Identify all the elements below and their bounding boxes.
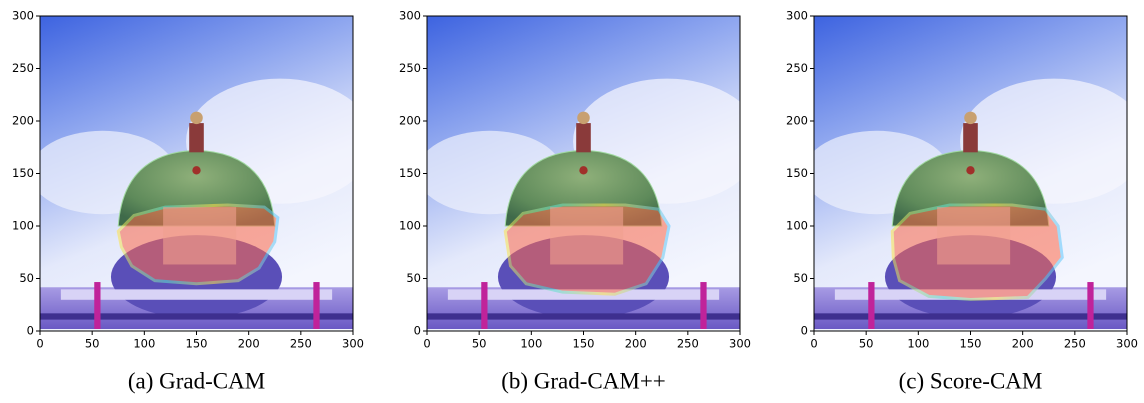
x-tick-label: 250 bbox=[290, 337, 312, 351]
lantern bbox=[189, 123, 204, 152]
flag bbox=[313, 282, 319, 329]
y-tick-label: 200 bbox=[786, 114, 808, 128]
y-tick-label: 0 bbox=[801, 324, 808, 338]
flag bbox=[868, 282, 874, 329]
x-tick-label: 50 bbox=[85, 337, 100, 351]
x-tick-label: 200 bbox=[625, 337, 647, 351]
y-tick-label: 150 bbox=[399, 166, 421, 180]
x-tick-label: 150 bbox=[573, 337, 595, 351]
floor bbox=[40, 313, 353, 319]
oculus bbox=[579, 166, 587, 174]
y-tick-label: 300 bbox=[786, 9, 808, 23]
lantern-top bbox=[964, 112, 977, 125]
y-tick-label: 50 bbox=[19, 271, 34, 285]
y-tick-label: 200 bbox=[399, 114, 421, 128]
x-tick-label: 150 bbox=[186, 337, 208, 351]
flag bbox=[481, 282, 487, 329]
statue bbox=[550, 207, 623, 264]
panel: 0 50 100 150 200 250 300 0 50 100 150 200 250 300 (a) … bbox=[12, 9, 374, 394]
panel: 0 50 100 150 200 250 300 0 50 100 150 200 250 300 (c) … bbox=[786, 9, 1144, 394]
x-tick-label: 50 bbox=[859, 337, 874, 351]
x-tick-label: 0 bbox=[810, 337, 817, 351]
image bbox=[804, 16, 1144, 331]
y-tick-label: 100 bbox=[399, 219, 421, 233]
y-tick-label: 250 bbox=[12, 61, 34, 75]
y-tick-label: 50 bbox=[406, 271, 421, 285]
image bbox=[30, 16, 374, 331]
y-tick-label: 150 bbox=[12, 166, 34, 180]
x-tick-label: 150 bbox=[960, 337, 982, 351]
y-tick-label: 250 bbox=[786, 61, 808, 75]
lantern-top bbox=[190, 112, 203, 125]
y-tick-label: 300 bbox=[399, 9, 421, 23]
floor bbox=[814, 313, 1127, 319]
x-tick-label: 200 bbox=[1012, 337, 1034, 351]
panel: 0 50 100 150 200 250 300 0 50 100 150 200 250 300 (b) … bbox=[399, 9, 761, 394]
image bbox=[417, 16, 761, 331]
figure: 0 50 100 150 200 250 300 0 50 100 150 200 250 300 (a) … bbox=[0, 0, 1144, 403]
x-tick-label: 0 bbox=[423, 337, 430, 351]
x-tick-label: 100 bbox=[907, 337, 929, 351]
caption: (a) Grad-CAM bbox=[128, 368, 265, 393]
y-tick-label: 300 bbox=[12, 9, 34, 23]
y-tick-label: 250 bbox=[399, 61, 421, 75]
oculus bbox=[192, 166, 200, 174]
x-tick-label: 300 bbox=[729, 337, 751, 351]
x-tick-label: 0 bbox=[36, 337, 43, 351]
x-tick-label: 100 bbox=[133, 337, 155, 351]
flag bbox=[700, 282, 706, 329]
y-tick-label: 150 bbox=[786, 166, 808, 180]
statue bbox=[163, 207, 236, 264]
lantern bbox=[576, 123, 591, 152]
x-tick-label: 250 bbox=[677, 337, 699, 351]
x-tick-label: 250 bbox=[1064, 337, 1086, 351]
y-tick-label: 50 bbox=[793, 271, 808, 285]
caption: (b) Grad-CAM++ bbox=[501, 368, 666, 393]
statue bbox=[937, 207, 1010, 264]
flag bbox=[1087, 282, 1093, 329]
oculus bbox=[966, 166, 974, 174]
x-tick-label: 200 bbox=[238, 337, 260, 351]
floor bbox=[427, 313, 740, 319]
x-tick-label: 300 bbox=[1116, 337, 1138, 351]
balustrade bbox=[61, 289, 332, 299]
flag bbox=[94, 282, 100, 329]
x-tick-label: 50 bbox=[472, 337, 487, 351]
y-tick-label: 0 bbox=[27, 324, 34, 338]
y-tick-label: 100 bbox=[12, 219, 34, 233]
lantern bbox=[963, 123, 978, 152]
caption: (c) Score-CAM bbox=[899, 368, 1043, 393]
y-tick-label: 200 bbox=[12, 114, 34, 128]
x-tick-label: 100 bbox=[520, 337, 542, 351]
x-tick-label: 300 bbox=[342, 337, 364, 351]
y-tick-label: 100 bbox=[786, 219, 808, 233]
y-tick-label: 0 bbox=[414, 324, 421, 338]
lantern-top bbox=[577, 112, 590, 125]
